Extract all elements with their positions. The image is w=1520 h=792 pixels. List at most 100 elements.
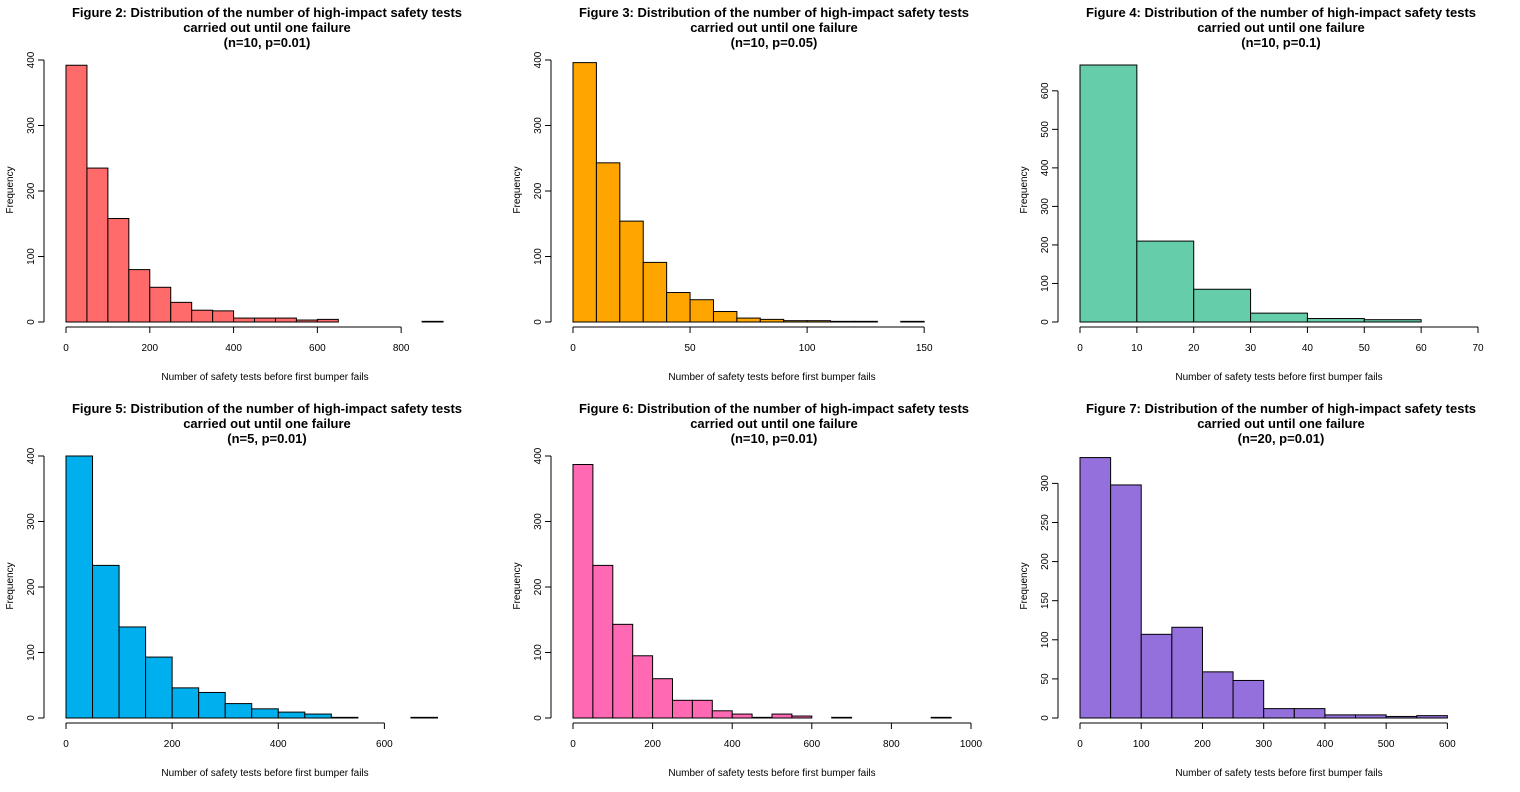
histogram-bar [1171, 626, 1203, 719]
histogram-bar [1263, 708, 1295, 719]
histogram-bar [1140, 633, 1173, 719]
x-axis-label: Number of safety tests before first bump… [161, 372, 368, 383]
histogram-bar [759, 318, 785, 323]
y-tick-label: 100 [1040, 275, 1051, 292]
histogram-panel-4: Figure 5: Distribution of the number of … [5, 401, 462, 779]
histogram-bar [1306, 318, 1365, 323]
chart-title-line: Figure 6: Distribution of the number of … [579, 401, 969, 416]
y-tick-label: 200 [533, 578, 544, 595]
x-tick-label: 1000 [960, 739, 983, 750]
chart-title-line: carried out until one failure [690, 20, 858, 35]
y-tick-label: 200 [26, 182, 37, 199]
histogram-bar [233, 317, 256, 323]
histogram-bar [107, 218, 130, 323]
x-tick-label: 40 [1302, 343, 1314, 354]
x-tick-label: 800 [883, 739, 900, 750]
histogram-bar [830, 320, 855, 323]
x-tick-label: 0 [1077, 343, 1083, 354]
y-tick-label: 100 [533, 248, 544, 265]
histogram-bar [1355, 714, 1387, 719]
chart-title-line: (n=10, p=0.05) [731, 35, 818, 50]
histogram-bar [731, 713, 753, 719]
x-tick-label: 20 [1188, 343, 1200, 354]
x-axis-label: Number of safety tests before first bump… [161, 768, 368, 779]
chart-title-line: Figure 3: Distribution of the number of … [579, 5, 969, 20]
histogram-bar [572, 464, 594, 719]
y-tick-label: 300 [26, 117, 37, 134]
x-tick-label: 200 [644, 739, 661, 750]
histogram-bar [170, 301, 193, 323]
histogram-bar [1201, 671, 1234, 719]
histogram-bar [853, 320, 878, 323]
histogram-bar [65, 455, 94, 719]
x-tick-label: 200 [164, 739, 181, 750]
histogram-bar [274, 317, 297, 323]
histogram-bar [1416, 715, 1448, 719]
x-tick-label: 60 [1416, 343, 1428, 354]
chart-title-line: carried out until one failure [690, 416, 858, 431]
y-tick-label: 500 [1040, 121, 1051, 138]
x-tick-label: 0 [1077, 739, 1083, 750]
chart-title-line: carried out until one failure [183, 416, 351, 431]
y-tick-label: 0 [1040, 319, 1051, 325]
y-tick-label: 0 [533, 319, 544, 325]
chart-title-line: Figure 4: Distribution of the number of … [1086, 5, 1476, 20]
x-tick-label: 100 [1133, 739, 1150, 750]
histogram-bar [711, 710, 733, 719]
histogram-panel-6: Figure 7: Distribution of the number of … [1019, 401, 1476, 779]
histogram-bar [595, 162, 621, 323]
histogram-bar [251, 708, 279, 719]
histogram-bar [783, 320, 808, 323]
x-axis-label: Number of safety tests before first bump… [1175, 768, 1382, 779]
y-tick-label: 50 [1040, 673, 1051, 685]
histogram-bar [689, 299, 714, 323]
x-tick-label: 200 [141, 343, 158, 354]
histogram-bar [1110, 484, 1142, 719]
histogram-bar [632, 655, 654, 719]
x-tick-label: 500 [1378, 739, 1395, 750]
histogram-bar [642, 261, 668, 323]
x-tick-label: 400 [270, 739, 287, 750]
histogram-bar [619, 220, 644, 323]
x-axis-label: Number of safety tests before first bump… [668, 768, 875, 779]
chart-title-line: carried out until one failure [1197, 416, 1365, 431]
chart-title-line: (n=10, p=0.01) [224, 35, 311, 50]
y-tick-label: 300 [533, 513, 544, 530]
chart-title-line: carried out until one failure [183, 20, 351, 35]
histogram-bar [1250, 312, 1308, 323]
y-tick-label: 400 [533, 51, 544, 68]
chart-title-line: Figure 2: Distribution of the number of … [72, 5, 462, 20]
x-tick-label: 30 [1245, 343, 1257, 354]
histogram-bar [295, 319, 318, 323]
x-tick-label: 0 [570, 739, 576, 750]
y-axis-label: Frequency [5, 166, 16, 213]
x-axis-label: Number of safety tests before first bump… [1175, 372, 1382, 383]
histogram-bar [751, 716, 773, 719]
histogram-bar [198, 691, 226, 719]
histogram-panel-2: Figure 3: Distribution of the number of … [512, 5, 969, 383]
y-axis-label: Frequency [1019, 562, 1030, 609]
y-axis-label: Frequency [512, 166, 523, 213]
y-tick-label: 100 [26, 644, 37, 661]
y-tick-label: 100 [26, 248, 37, 265]
chart-title-line: carried out until one failure [1197, 20, 1365, 35]
histogram-bar [304, 713, 332, 719]
histogram-bar [254, 317, 276, 323]
chart-title-line: (n=10, p=0.1) [1241, 35, 1320, 50]
histogram-bar [930, 716, 952, 719]
y-tick-label: 100 [1040, 631, 1051, 648]
y-tick-label: 200 [1040, 236, 1051, 253]
histogram-bar [712, 311, 738, 323]
x-tick-label: 200 [1194, 739, 1211, 750]
y-tick-label: 300 [1040, 475, 1051, 492]
histogram-bar [1136, 240, 1195, 323]
y-axis-label: Frequency [5, 562, 16, 609]
chart-title-line: (n=20, p=0.01) [1238, 431, 1325, 446]
x-tick-label: 600 [803, 739, 820, 750]
y-tick-label: 200 [26, 578, 37, 595]
y-tick-label: 400 [26, 51, 37, 68]
histogram-bar [191, 309, 214, 323]
y-tick-label: 400 [533, 447, 544, 464]
histogram-panel-1: Figure 2: Distribution of the number of … [5, 5, 462, 383]
